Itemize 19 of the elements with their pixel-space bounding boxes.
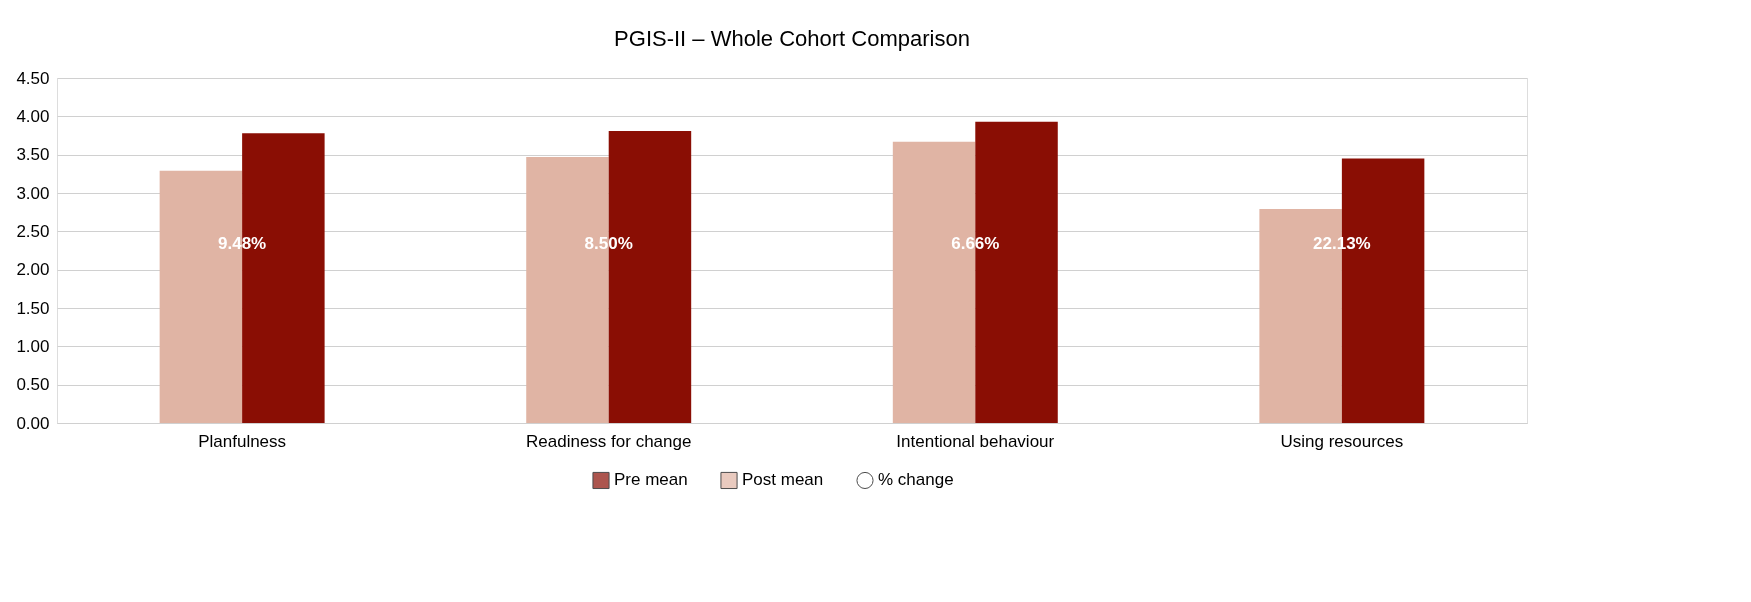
chart-title: PGIS-II – Whole Cohort Comparison — [614, 26, 970, 51]
y-tick-label: 3.50 — [16, 145, 50, 165]
y-tick-label: 1.00 — [16, 336, 50, 356]
x-tick-label: Readiness for change — [526, 431, 692, 451]
x-tick-label: Intentional behaviour — [896, 431, 1055, 451]
y-tick-label: 3.00 — [16, 183, 50, 203]
x-tick-label: Planfulness — [198, 431, 287, 451]
y-tick-label: 0.00 — [16, 413, 50, 433]
y-tick-label: 2.00 — [16, 260, 50, 280]
y-tick-label: 4.50 — [16, 68, 50, 88]
y-tick-label: 2.50 — [16, 221, 50, 241]
y-tick-label: 4.00 — [16, 106, 50, 126]
legend-label: % change — [878, 470, 954, 490]
annotation: 8.50% — [584, 233, 633, 253]
legend-label: Post mean — [742, 470, 824, 490]
y-tick-label: 1.50 — [16, 298, 50, 318]
y-tick-label: 0.50 — [16, 375, 50, 395]
x-tick-label: Using resources — [1280, 431, 1404, 451]
legend-label: Pre mean — [614, 470, 688, 490]
